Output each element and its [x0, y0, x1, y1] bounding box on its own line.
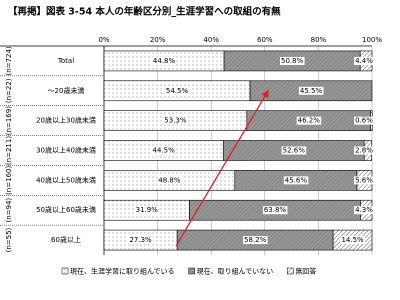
x-tick-label: 60% [257, 36, 273, 44]
label-bg [157, 176, 182, 185]
value-label: 48.8% [158, 176, 181, 184]
sample-size: (n=55) [5, 227, 13, 252]
label-bg [134, 206, 160, 215]
value-label: 46.2% [298, 117, 321, 125]
label-bg [262, 206, 288, 215]
legend-swatch [188, 267, 195, 275]
category-label: 50歳以上60歳未満 [36, 205, 96, 214]
sample-size: (n=724) [5, 46, 13, 75]
label-bg [354, 176, 375, 185]
sample-size: (n=22) [5, 78, 13, 103]
sample-size: (n=160) [5, 166, 13, 195]
value-label: 58.2% [244, 236, 267, 244]
value-label: 45.6% [285, 176, 308, 184]
value-label: 4.4% [355, 57, 373, 65]
value-label: 14.5% [341, 236, 364, 244]
legend-label: 現在、取り組んでいない [197, 267, 274, 276]
sample-size: (n=94) [5, 198, 13, 223]
label-bg [340, 236, 366, 245]
legend-label: 現在、生涯学習に取り組んでいる [70, 267, 175, 276]
label-bg [354, 206, 375, 215]
value-label: 63.8% [264, 206, 287, 214]
value-label: 5.6% [355, 176, 373, 184]
label-bg [163, 116, 188, 125]
value-label: 2.8% [355, 147, 373, 155]
value-label: 31.9% [136, 206, 159, 214]
label-bg [354, 56, 375, 65]
sample-size: (n=169) [5, 106, 13, 135]
label-bg [298, 86, 324, 95]
value-label: 44.8% [153, 57, 176, 65]
category-label: 40歳以上50歳未満 [36, 175, 96, 184]
x-tick-label: 80% [311, 36, 327, 44]
label-bg [280, 56, 305, 65]
category-label: Total [57, 57, 74, 65]
x-tick-label: 100% [362, 36, 382, 44]
value-label: 45.5% [300, 87, 323, 95]
category-label: 60歳以上 [51, 235, 81, 244]
label-bg [128, 236, 154, 245]
plot: 0% 20% 40% 60% 80% 100% Total (n=724) 44.8% 50.8%… [0, 36, 382, 276]
label-bg [151, 56, 177, 65]
label-bg [281, 146, 307, 155]
x-tick-label: 40% [203, 36, 219, 44]
label-bg [243, 236, 268, 245]
legend-label: 無回答 [295, 267, 316, 276]
value-label: 50.8% [281, 57, 304, 65]
value-label: 4.3% [355, 206, 373, 214]
value-label: 53.3% [164, 117, 187, 125]
label-bg [151, 146, 177, 155]
value-label: 44.5% [153, 147, 176, 155]
x-tick-label: 20% [150, 36, 166, 44]
sample-size: (n=211) [5, 136, 13, 165]
label-bg [283, 176, 309, 185]
value-label: 54.5% [166, 87, 189, 95]
label-bg [354, 116, 375, 125]
value-label: 52.6% [283, 147, 306, 155]
category-label: 20歳以上30歳未満 [36, 116, 96, 125]
label-bg [296, 116, 322, 125]
category-label: 30歳以上40歳未満 [36, 146, 96, 155]
annotation-arrow [175, 89, 269, 247]
label-bg [164, 86, 190, 95]
chart-title: 【再掲】図表 3-54 本人の年齢区分別_生涯学習への取組の有無 [8, 6, 281, 18]
legend-swatch [287, 267, 294, 275]
x-tick-label: 0% [98, 36, 109, 44]
value-label: 0.6% [355, 117, 373, 125]
category-label: ～20歳未満 [48, 86, 85, 95]
legend-swatch [61, 267, 69, 275]
value-label: 27.3% [129, 236, 152, 244]
label-bg [354, 146, 375, 155]
